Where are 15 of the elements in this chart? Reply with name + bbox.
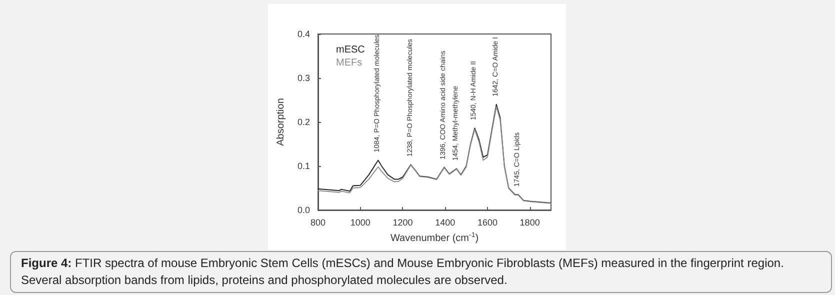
y-tick-label: 0.4 xyxy=(297,29,310,39)
x-tick-label: 1600 xyxy=(477,218,498,228)
text: mESC xyxy=(336,44,365,56)
x-tick-label: 1000 xyxy=(350,218,370,228)
y-tick-label: 0.2 xyxy=(297,117,310,127)
y-tick-label: 0.3 xyxy=(297,73,310,83)
text: MEFs xyxy=(336,58,362,68)
y-axis-title: Absorption xyxy=(276,98,286,146)
y-tick-label: 0.0 xyxy=(297,205,310,215)
y-tick-label: 0.1 xyxy=(297,161,310,171)
x-tick-label: 1400 xyxy=(435,218,456,228)
x-tick-label: 1200 xyxy=(392,218,413,228)
x-tick-label: 1800 xyxy=(520,218,540,228)
caption: Figure 4: FTIR spectra of mouse Embryonic Stem Cells (mESCs) and Mouse Embryonic Fibroblasts (MEFs) measured in the fingerprint region. Several absorption bands from lipids, proteins and phosphorylated molecules are observed. xyxy=(21,255,785,289)
x-tick-label: 800 xyxy=(310,218,326,228)
